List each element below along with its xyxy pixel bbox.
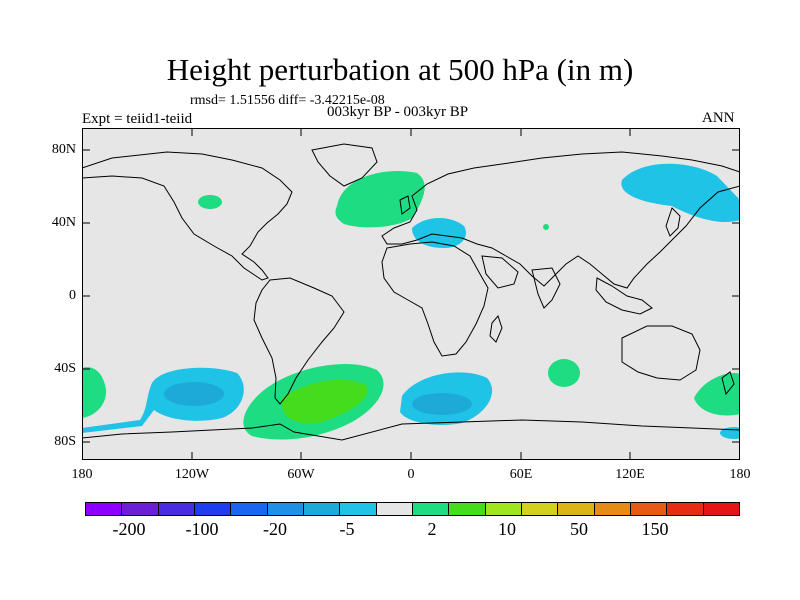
colorbar-swatch-16 (667, 503, 704, 515)
coast-greenland (311, 143, 378, 187)
coast-arabia (481, 255, 519, 289)
colorbar-swatch-6 (303, 503, 341, 515)
lon-label-60e: 60E (509, 467, 533, 482)
coast-europe-asia (381, 151, 740, 289)
coast-new-zealand (721, 371, 735, 396)
lon-label-120e: 120E (615, 467, 645, 482)
map-panel (82, 128, 740, 460)
colorbar-swatch-14 (594, 503, 631, 515)
coast-japan (665, 207, 681, 237)
anomaly-asia-tiny-positive (543, 224, 549, 230)
colorbar-swatch-0 (86, 503, 123, 515)
lon-label-180-left: 180 (71, 467, 93, 482)
lon-label-60w: 60W (287, 467, 315, 482)
plot-title: Height perturbation at 500 hPa (in m) (166, 52, 634, 87)
colorbar (85, 502, 740, 516)
lat-label-40s: 40S (54, 361, 76, 376)
colorbar-label: -20 (263, 519, 287, 539)
colorbar-label: -200 (112, 519, 146, 539)
anomaly-south-atlantic-core (281, 379, 368, 424)
lat-label-80n: 80N (51, 142, 76, 157)
stats-text: rmsd= 1.51556 diff= -3.42215e-08 (190, 93, 385, 108)
coast-north-america (82, 151, 293, 281)
colorbar-swatch-12 (521, 503, 559, 515)
coast-africa (381, 241, 489, 357)
anomaly-south-indian-core (412, 393, 472, 415)
anomaly-south-pacific-core (164, 382, 224, 406)
lon-label-120w: 120W (174, 467, 210, 482)
anomaly-mediterranean-negative (412, 218, 466, 248)
colorbar-label: -100 (185, 519, 219, 539)
coast-southeast-asia (595, 277, 653, 315)
colorbar-swatch-15 (630, 503, 668, 515)
colorbar-swatch-3 (194, 503, 232, 515)
anomaly-pacific-north-negative (621, 163, 740, 223)
map-ticks (82, 128, 740, 460)
season-label: ANN (702, 110, 735, 126)
colorbar-swatch-1 (122, 503, 159, 515)
colorbar-swatch-2 (158, 503, 195, 515)
lat-label-80s: 80S (54, 434, 76, 449)
colorbar-label: 2 (427, 519, 437, 539)
colorbar-label: 10 (498, 519, 516, 539)
coast-antarctica (82, 419, 740, 441)
colorbar-swatch-5 (267, 503, 304, 515)
anomaly-fields (82, 163, 740, 440)
coast-madagascar (489, 315, 503, 343)
coast-british-isles (399, 195, 411, 215)
colorbar-label: -5 (339, 519, 355, 539)
lat-label-0: 0 (69, 288, 76, 303)
coast-india (531, 267, 561, 309)
colorbar-swatch-11 (485, 503, 522, 515)
lon-label-180-right: 180 (729, 467, 751, 482)
colorbar-swatch-17 (703, 503, 739, 515)
colorbar-swatch-4 (231, 503, 268, 515)
colorbar-swatch-10 (449, 503, 486, 515)
coast-australia (621, 325, 701, 381)
anomaly-north-america-small-positive (198, 195, 222, 209)
map-svg (82, 128, 740, 460)
colorbar-swatch-7 (340, 503, 377, 515)
period-label: 003kyr BP - 003kyr BP (327, 104, 469, 120)
anomaly-indian-ocean-positive (548, 359, 580, 387)
colorbar-swatch-8 (376, 503, 413, 515)
anomaly-sw-pacific-positive (82, 367, 107, 418)
anomaly-tasman-positive (694, 373, 740, 416)
experiment-label: Expt = teiid1-teiid (82, 111, 193, 127)
colorbar-swatch-13 (558, 503, 595, 515)
coast-south-america (253, 277, 345, 405)
colorbar-label: 150 (641, 519, 669, 539)
lat-label-40n: 40N (51, 215, 76, 230)
colorbar-label: 50 (570, 519, 588, 539)
colorbar-swatch-9 (412, 503, 450, 515)
lon-label-0: 0 (407, 467, 415, 482)
coastlines (82, 143, 740, 441)
